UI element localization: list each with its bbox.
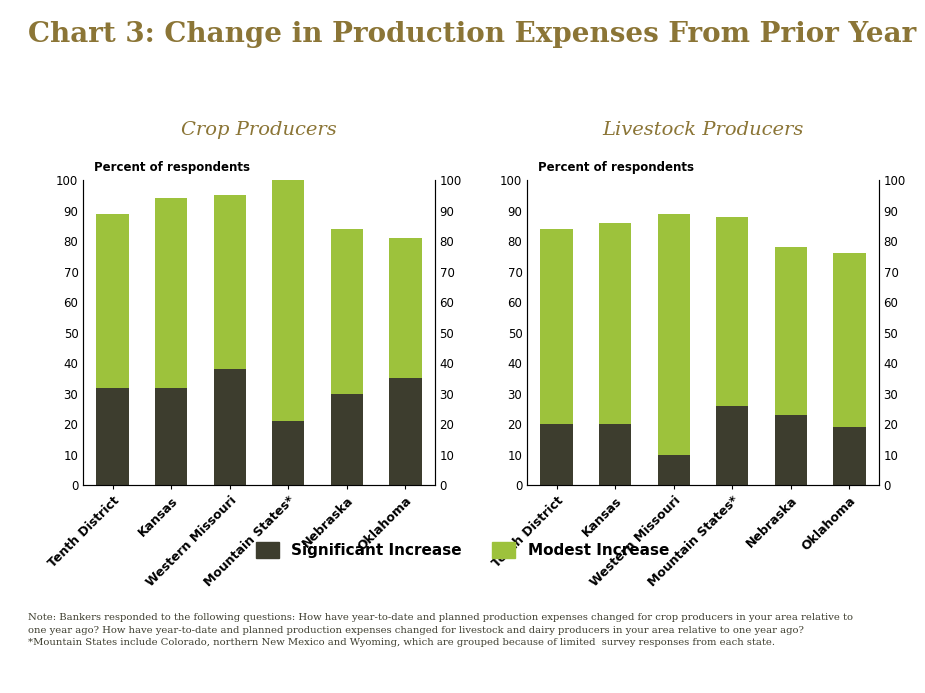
Bar	[272, 180, 304, 421]
Bar	[540, 424, 573, 485]
Bar	[599, 223, 631, 424]
Bar	[716, 217, 748, 406]
Text: Livestock Producers: Livestock Producers	[602, 121, 804, 139]
Text: Percent of respondents: Percent of respondents	[93, 161, 250, 174]
Bar	[331, 394, 363, 485]
Bar	[389, 238, 422, 378]
Text: Chart 3: Change in Production Expenses From Prior Year: Chart 3: Change in Production Expenses F…	[28, 21, 916, 48]
Bar	[155, 198, 187, 387]
Bar	[599, 424, 631, 485]
Bar	[540, 229, 573, 424]
Bar	[389, 378, 422, 485]
Legend: Significant Increase, Modest Increase: Significant Increase, Modest Increase	[250, 536, 675, 564]
Bar	[833, 254, 866, 427]
Bar	[716, 406, 748, 485]
Bar	[155, 387, 187, 485]
Bar	[331, 229, 363, 394]
Bar	[658, 455, 690, 485]
Text: Note: Bankers responded to the following questions: How have year-to-date and pl: Note: Bankers responded to the following…	[28, 613, 853, 647]
Bar	[96, 213, 129, 387]
Bar	[272, 421, 304, 485]
Text: Percent of respondents: Percent of respondents	[537, 161, 694, 174]
Bar	[775, 415, 807, 485]
Text: Crop Producers: Crop Producers	[181, 121, 337, 139]
Bar	[775, 247, 807, 415]
Bar	[96, 387, 129, 485]
Bar	[658, 213, 690, 455]
Bar	[833, 427, 866, 485]
Bar	[214, 369, 246, 485]
Bar	[214, 195, 246, 369]
